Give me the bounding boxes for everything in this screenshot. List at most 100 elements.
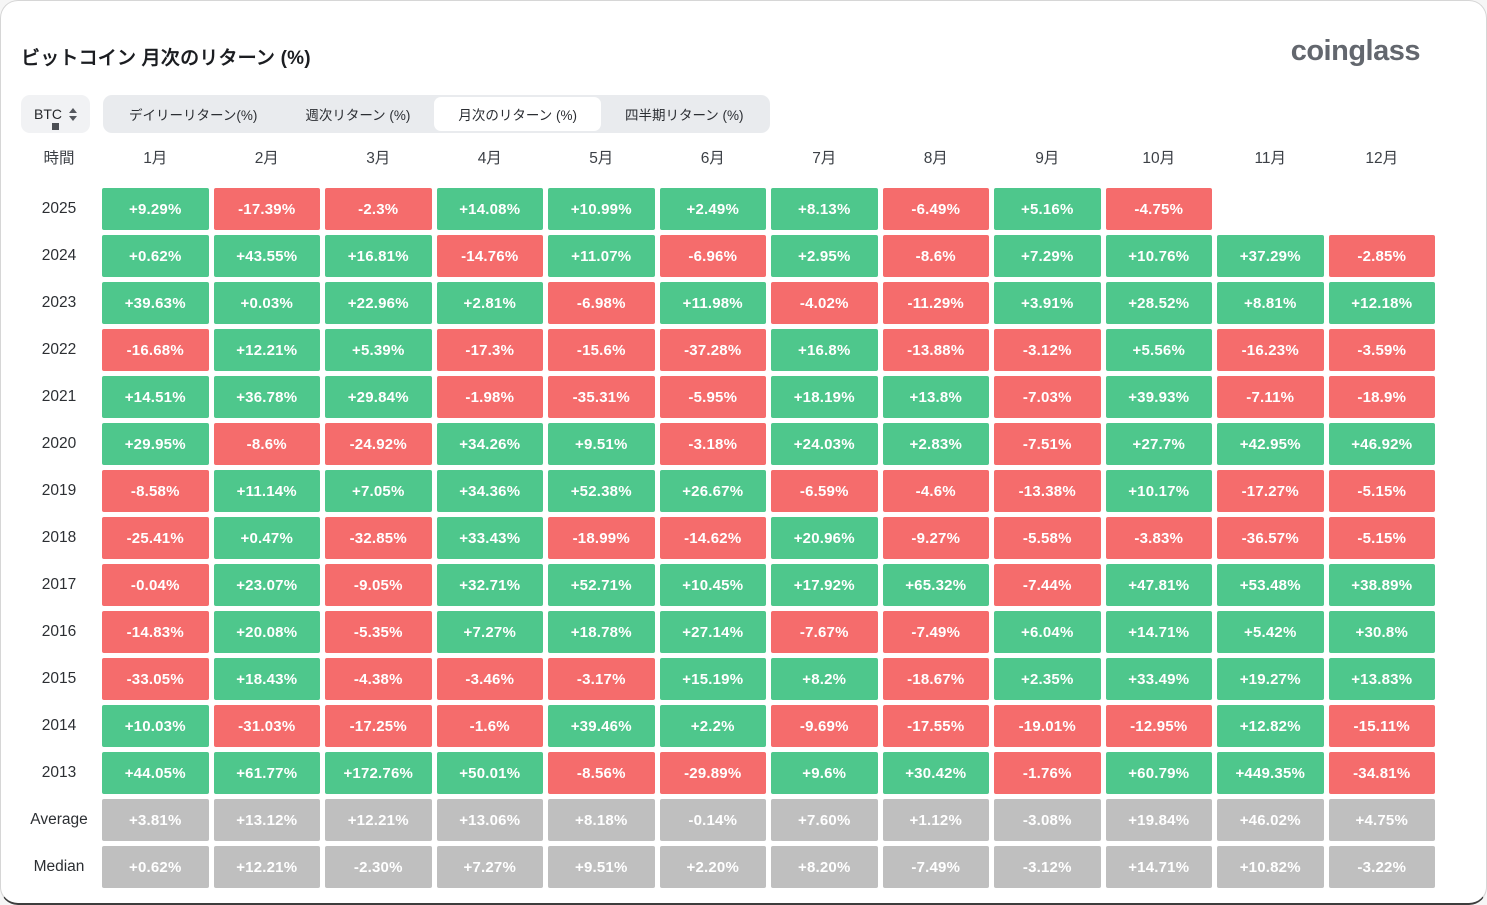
return-cell: +38.89% bbox=[1328, 564, 1435, 606]
return-cell: -3.22% bbox=[1328, 846, 1435, 888]
return-cell: +12.21% bbox=[213, 329, 320, 371]
return-cell: +19.27% bbox=[1217, 658, 1324, 700]
return-cell: +46.02% bbox=[1217, 799, 1324, 841]
return-cell: +24.03% bbox=[771, 423, 878, 465]
return-cell: +28.52% bbox=[1105, 282, 1212, 324]
return-cell: +9.6% bbox=[771, 752, 878, 794]
return-cell: +2.95% bbox=[771, 235, 878, 277]
return-cell: +18.43% bbox=[213, 658, 320, 700]
return-cell: +9.51% bbox=[548, 846, 655, 888]
return-cell: -29.89% bbox=[659, 752, 766, 794]
return-cell: +37.29% bbox=[1217, 235, 1324, 277]
return-cell: +20.96% bbox=[771, 517, 878, 559]
returns-grid: 時間 1月 2月 3月 4月 5月 6月 7月 8月 9月 10月 11月 12月 2025 +9.29% -… bbox=[21, 141, 1435, 888]
return-cell: +7.27% bbox=[436, 611, 543, 653]
return-cell: +0.62% bbox=[102, 846, 209, 888]
return-cell: +12.18% bbox=[1328, 282, 1435, 324]
return-cell: +0.47% bbox=[213, 517, 320, 559]
return-cell: +53.48% bbox=[1217, 564, 1324, 606]
return-cell: -17.55% bbox=[882, 705, 989, 747]
return-cell: +172.76% bbox=[325, 752, 432, 794]
return-cell: -8.56% bbox=[548, 752, 655, 794]
month-header: 8月 bbox=[923, 150, 948, 167]
return-cell: +7.05% bbox=[325, 470, 432, 512]
return-cell: +5.56% bbox=[1105, 329, 1212, 371]
return-cell: +16.8% bbox=[771, 329, 878, 371]
return-cell: +52.38% bbox=[548, 470, 655, 512]
tab-1[interactable]: 週次リターン (%) bbox=[305, 108, 411, 123]
return-cell: +2.81% bbox=[436, 282, 543, 324]
return-cell: -36.57% bbox=[1217, 517, 1324, 559]
return-cell: +12.21% bbox=[325, 799, 432, 841]
tab-3[interactable]: 四半期リターン (%) bbox=[624, 108, 744, 123]
return-cell: -7.67% bbox=[771, 611, 878, 653]
return-cell: +27.14% bbox=[659, 611, 766, 653]
return-cell: +32.71% bbox=[436, 564, 543, 606]
return-cell: -37.28% bbox=[659, 329, 766, 371]
month-header: 10月 bbox=[1142, 150, 1176, 167]
return-cell: -3.08% bbox=[994, 799, 1101, 841]
return-cell: +10.76% bbox=[1105, 235, 1212, 277]
return-cell: +12.21% bbox=[213, 846, 320, 888]
return-cell: +10.45% bbox=[659, 564, 766, 606]
tab-2[interactable]: 月次のリターン (%) bbox=[434, 97, 601, 131]
return-cell: +15.19% bbox=[659, 658, 766, 700]
return-cell: +42.95% bbox=[1217, 423, 1324, 465]
return-cell: +2.49% bbox=[659, 188, 766, 230]
row-label: 2013 bbox=[41, 764, 77, 781]
return-cell: +10.03% bbox=[102, 705, 209, 747]
month-header: 2月 bbox=[254, 150, 279, 167]
return-cell: -33.05% bbox=[102, 658, 209, 700]
return-cell: -3.12% bbox=[994, 329, 1101, 371]
return-cell: -7.11% bbox=[1217, 376, 1324, 418]
month-header: 6月 bbox=[700, 150, 725, 167]
return-cell: +47.81% bbox=[1105, 564, 1212, 606]
return-cell: -4.6% bbox=[882, 470, 989, 512]
tab-0[interactable]: デイリーリターン(%) bbox=[129, 108, 258, 123]
return-cell: +6.04% bbox=[994, 611, 1101, 653]
chevron-up-down-icon bbox=[69, 107, 77, 121]
return-cell: -17.3% bbox=[436, 329, 543, 371]
return-cell: -0.14% bbox=[659, 799, 766, 841]
return-cell: +8.18% bbox=[548, 799, 655, 841]
return-cell: -6.98% bbox=[548, 282, 655, 324]
return-cell: -8.6% bbox=[213, 423, 320, 465]
coinglass-logo: coinglass bbox=[1290, 35, 1421, 67]
return-cell: +10.82% bbox=[1217, 846, 1324, 888]
return-cell: -24.92% bbox=[325, 423, 432, 465]
return-cell: +16.81% bbox=[325, 235, 432, 277]
return-cell: +27.7% bbox=[1105, 423, 1212, 465]
row-label: 2023 bbox=[41, 294, 77, 311]
return-cell: -9.05% bbox=[325, 564, 432, 606]
return-cell: -1.6% bbox=[436, 705, 543, 747]
return-cell: +14.71% bbox=[1105, 611, 1212, 653]
return-cell: -2.3% bbox=[325, 188, 432, 230]
return-cell: -3.59% bbox=[1328, 329, 1435, 371]
return-cell: -16.68% bbox=[102, 329, 209, 371]
time-column-header: 時間 bbox=[43, 150, 75, 167]
return-cell: -17.39% bbox=[213, 188, 320, 230]
return-cell: +10.17% bbox=[1105, 470, 1212, 512]
return-cell: -17.27% bbox=[1217, 470, 1324, 512]
return-cell: -9.27% bbox=[882, 517, 989, 559]
return-cell: -3.17% bbox=[548, 658, 655, 700]
return-cell: +52.71% bbox=[548, 564, 655, 606]
return-cell: +46.92% bbox=[1328, 423, 1435, 465]
return-cell: +8.2% bbox=[771, 658, 878, 700]
return-cell: -7.49% bbox=[882, 611, 989, 653]
row-label: 2018 bbox=[41, 529, 77, 546]
return-cell: -34.81% bbox=[1328, 752, 1435, 794]
row-label: 2014 bbox=[41, 717, 77, 734]
return-cell: +13.12% bbox=[213, 799, 320, 841]
return-cell: -14.83% bbox=[102, 611, 209, 653]
return-cell: -2.85% bbox=[1328, 235, 1435, 277]
return-cell: -13.38% bbox=[994, 470, 1101, 512]
return-cell: +14.08% bbox=[436, 188, 543, 230]
row-label: 2019 bbox=[41, 482, 77, 499]
row-label: 2022 bbox=[41, 341, 77, 358]
return-cell: +30.8% bbox=[1328, 611, 1435, 653]
return-cell: +18.19% bbox=[771, 376, 878, 418]
return-cell: +0.62% bbox=[102, 235, 209, 277]
return-cell: +4.75% bbox=[1328, 799, 1435, 841]
return-cell: -15.11% bbox=[1328, 705, 1435, 747]
